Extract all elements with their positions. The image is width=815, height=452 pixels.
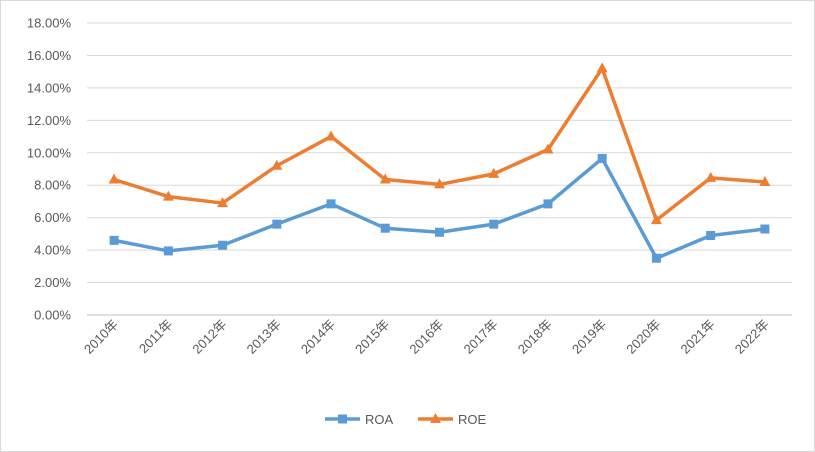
y-axis-tick-labels: 0.00% 2.00% 4.00% 6.00% 8.00% 10.00% 12.00% 14.… bbox=[27, 16, 72, 323]
data-point-roe bbox=[108, 173, 120, 184]
data-point-roa bbox=[435, 227, 444, 237]
series-line-roe bbox=[112, 66, 767, 222]
y-tick-label: 12.00% bbox=[27, 113, 72, 128]
x-tick-label: 2020年 bbox=[623, 317, 663, 357]
x-tick-label: 2016年 bbox=[406, 317, 446, 357]
x-tick-label: 2021年 bbox=[678, 317, 718, 357]
x-tick-label: 2011年 bbox=[136, 317, 176, 357]
series-markers bbox=[108, 62, 771, 263]
legend-label-roa: ROA bbox=[365, 412, 394, 427]
data-point-roa bbox=[109, 235, 119, 245]
data-point-roe bbox=[650, 214, 662, 225]
x-tick-label: 2012年 bbox=[189, 317, 229, 357]
legend: ROA ROE bbox=[325, 412, 487, 427]
y-tick-label: 16.00% bbox=[27, 48, 72, 63]
x-tick-label: 2019年 bbox=[569, 317, 609, 357]
data-point-roa bbox=[380, 223, 390, 233]
x-axis-tick-labels: 2010年 2011年 2012年 2013年 2014年 2015年 2016年 2017年… bbox=[81, 317, 772, 357]
series-line-roa bbox=[112, 156, 767, 260]
data-point-roe bbox=[325, 130, 337, 141]
y-tick-label: 2.00% bbox=[34, 275, 71, 290]
data-point-roe bbox=[162, 190, 174, 201]
data-point-roe bbox=[759, 175, 771, 186]
x-tick-label: 2022年 bbox=[732, 317, 772, 357]
x-tick-label: 2013年 bbox=[244, 317, 284, 357]
legend-marker-roe bbox=[430, 413, 441, 423]
y-tick-label: 18.00% bbox=[27, 16, 72, 31]
data-point-roa bbox=[326, 199, 336, 209]
x-tick-label: 2015年 bbox=[352, 317, 392, 357]
data-point-roe bbox=[434, 178, 445, 189]
legend-label-roe: ROE bbox=[458, 412, 487, 427]
data-point-roe bbox=[542, 143, 554, 154]
y-tick-label: 14.00% bbox=[27, 80, 72, 95]
legend-marker-roa bbox=[338, 414, 347, 424]
x-tick-label: 2018年 bbox=[515, 317, 555, 357]
data-point-roa bbox=[218, 240, 228, 250]
y-tick-label: 4.00% bbox=[34, 243, 71, 258]
x-tick-label: 2010年 bbox=[81, 317, 121, 357]
data-point-roe bbox=[217, 197, 229, 208]
x-tick-label: 2017年 bbox=[461, 317, 501, 357]
data-point-roa bbox=[272, 219, 282, 229]
data-point-roa bbox=[760, 224, 770, 234]
gridlines bbox=[87, 22, 792, 316]
y-tick-label: 10.00% bbox=[27, 145, 72, 160]
x-tick-label: 2014年 bbox=[298, 317, 338, 357]
data-point-roa bbox=[163, 246, 173, 256]
data-point-roa bbox=[489, 219, 499, 229]
y-tick-label: 6.00% bbox=[34, 210, 71, 225]
data-point-roe bbox=[488, 167, 500, 178]
data-point-roa bbox=[651, 253, 661, 263]
data-point-roa bbox=[706, 231, 716, 241]
data-point-roe bbox=[379, 173, 391, 184]
y-tick-label: 8.00% bbox=[34, 178, 71, 193]
y-tick-label: 0.00% bbox=[34, 308, 71, 323]
data-point-roa bbox=[597, 153, 607, 163]
data-point-roa bbox=[543, 199, 553, 209]
data-point-roe bbox=[705, 171, 717, 182]
data-point-roe bbox=[596, 62, 608, 73]
data-point-roe bbox=[271, 159, 283, 170]
